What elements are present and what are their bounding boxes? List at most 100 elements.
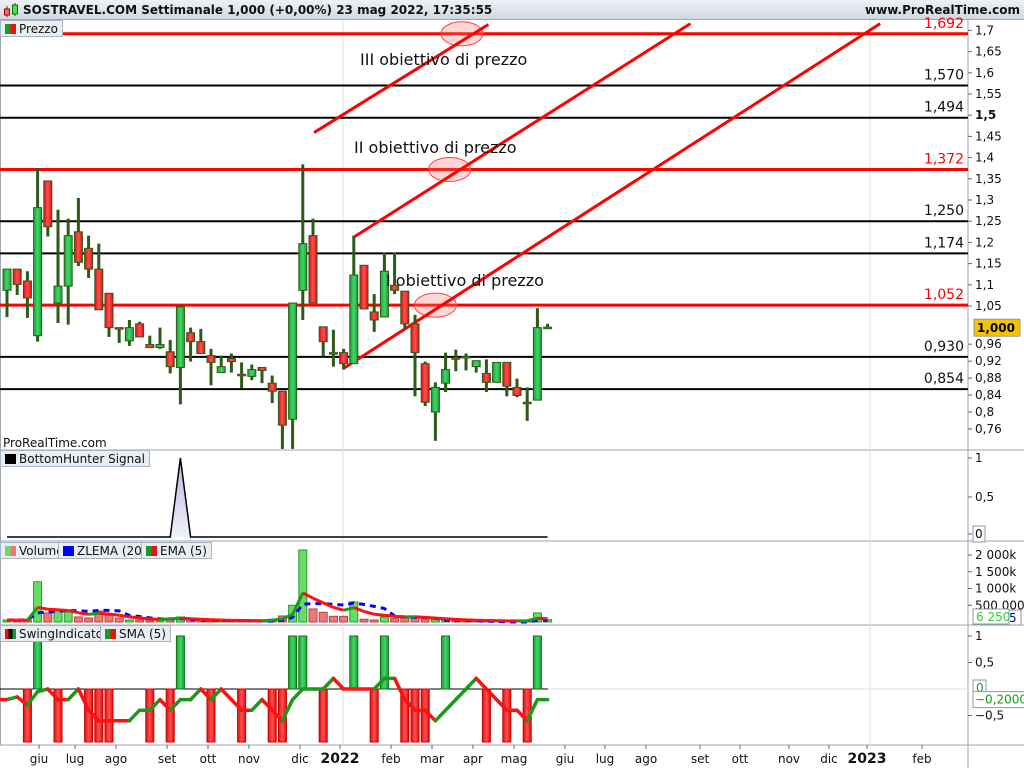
- volume-bar: [63, 611, 73, 623]
- volume-bar: [84, 617, 94, 623]
- ema-value-label: 6 250: [976, 610, 1010, 624]
- candle: [532, 308, 542, 401]
- candle: [247, 364, 257, 381]
- volume-bar: [359, 618, 369, 623]
- x-tick-label: ott: [732, 752, 749, 766]
- x-tick-label: set: [158, 752, 177, 766]
- legend-bottomhunter-label: BottomHunter Signal: [19, 452, 145, 466]
- legend-swing[interactable]: SwingIndicator: [0, 625, 114, 642]
- volume-bar: [328, 615, 338, 623]
- y-tick-label: 1 000k: [975, 582, 1016, 596]
- legend-volume[interactable]: Volume: [0, 542, 69, 559]
- sma-segment: [331, 676, 346, 691]
- legend-zlema[interactable]: ZLEMA (20): [58, 542, 152, 559]
- candle: [267, 375, 277, 404]
- volume-swatch-icon: [5, 546, 16, 556]
- title-bar: SOSTRAVEL.COM Settimanale 1,000 (+0,00%)…: [0, 0, 1024, 20]
- legend-prezzo[interactable]: Prezzo: [0, 20, 64, 37]
- x-tick-label: ago: [635, 752, 657, 766]
- watermark: ProRealTime.com: [3, 436, 107, 450]
- volume-bar: [114, 617, 124, 623]
- legend-swing-label: SwingIndicator: [19, 627, 109, 641]
- candle-body: [430, 386, 440, 413]
- level-label: 0,930: [924, 339, 964, 355]
- ema-segment: [78, 611, 89, 616]
- x-tick-label: mag: [501, 752, 528, 766]
- swing-bar: [441, 635, 451, 690]
- sma-value-box: [972, 691, 1024, 709]
- candle-body: [441, 369, 451, 384]
- candle: [288, 302, 298, 449]
- candle: [369, 294, 379, 332]
- sma-segment: [372, 676, 387, 691]
- candle: [257, 366, 267, 384]
- swing-bar: [410, 688, 420, 743]
- sma-segment: [270, 708, 285, 723]
- candle: [237, 362, 247, 389]
- y-tick-label: 0,96: [975, 337, 1002, 351]
- candle-body: [543, 326, 553, 330]
- level-label: 1,372: [924, 151, 964, 167]
- candle: [53, 209, 63, 323]
- x-tick-label: set: [691, 752, 710, 766]
- candle-body: [145, 344, 155, 349]
- y-tick-label: 1,65: [975, 45, 1002, 59]
- ema-segment: [170, 616, 181, 621]
- candle: [277, 390, 287, 449]
- volume-bar: [73, 616, 83, 623]
- y-tick-label: 1,7: [975, 23, 994, 37]
- volume-bar: [135, 619, 145, 623]
- volume-bar: [33, 581, 43, 623]
- x-tick-label: mar: [420, 752, 444, 766]
- trendline: [342, 22, 881, 370]
- sma-segment: [474, 676, 489, 691]
- candle-body: [451, 357, 461, 360]
- candle: [165, 339, 175, 374]
- level-label: 1,250: [924, 203, 964, 219]
- swing-bar: [532, 635, 542, 690]
- candle-body: [63, 235, 73, 287]
- legend-bottomhunter[interactable]: BottomHunter Signal: [0, 450, 150, 467]
- swing-bar: [298, 635, 308, 690]
- trendline: [354, 22, 692, 238]
- candle-body: [94, 268, 104, 311]
- price-swatch-icon: [5, 24, 16, 34]
- legend-ema[interactable]: EMA (5): [141, 542, 212, 559]
- candle: [420, 361, 430, 407]
- candle: [94, 243, 104, 311]
- volume-bar: [104, 614, 114, 623]
- candle: [135, 321, 145, 338]
- chart-title: SOSTRAVEL.COM Settimanale 1,000 (+0,00%)…: [23, 3, 493, 17]
- bottomhunter-swatch-icon: [5, 454, 16, 464]
- sma-segment: [403, 697, 417, 712]
- candle-body: [277, 390, 287, 426]
- candle-body: [53, 285, 63, 304]
- candle: [155, 327, 165, 349]
- candle-body: [165, 351, 175, 368]
- y-tick-label: 1,6: [975, 66, 994, 80]
- sma-segment: [46, 687, 60, 702]
- sma-segment: [127, 708, 142, 723]
- candle-body: [267, 382, 277, 392]
- candle: [471, 360, 481, 373]
- legend-volume-label: Volume: [19, 544, 64, 558]
- sma-segment: [464, 676, 478, 691]
- candle-body: [216, 366, 226, 374]
- website-link[interactable]: www.ProRealTime.com: [865, 3, 1020, 17]
- y-tick-label: 0,5: [975, 490, 994, 504]
- sma-swatch-icon: [105, 629, 116, 639]
- ema-segment: [384, 613, 395, 618]
- candle: [481, 359, 491, 393]
- candle-body: [247, 369, 257, 377]
- legend-sma[interactable]: SMA (5): [100, 625, 171, 642]
- candle-body: [308, 235, 318, 304]
- ema-segment: [343, 606, 355, 612]
- sma-segment: [209, 687, 223, 702]
- candle-body: [481, 372, 491, 383]
- y-tick-label: 1 500k: [975, 565, 1016, 579]
- candle-body: [492, 361, 502, 383]
- candle: [43, 180, 53, 237]
- sma-segment: [484, 687, 499, 702]
- x-tick-label: ott: [200, 752, 217, 766]
